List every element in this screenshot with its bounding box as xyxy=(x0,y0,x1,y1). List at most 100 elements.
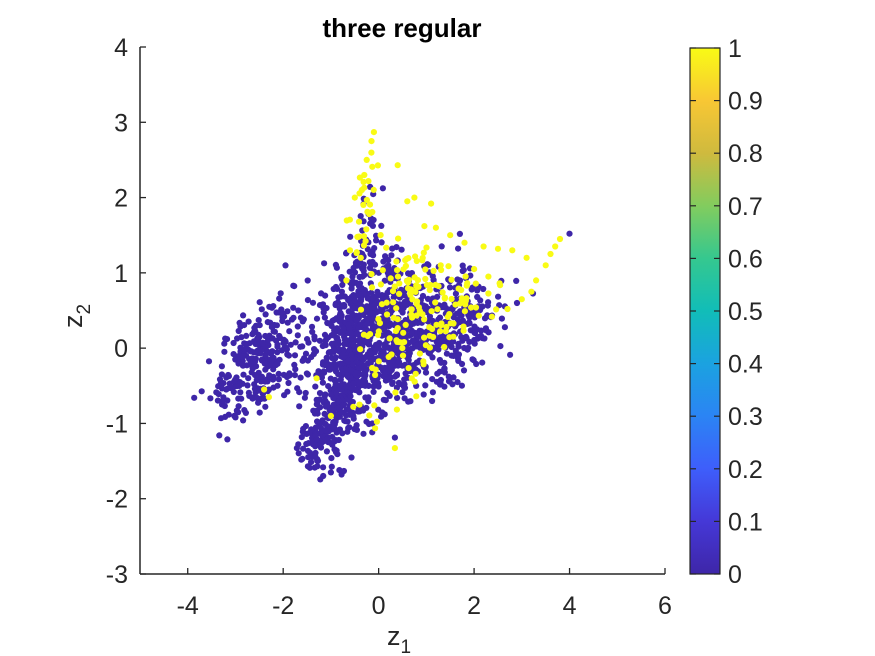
scatter-point-value-0 xyxy=(362,326,369,333)
scatter-point-value-0 xyxy=(285,352,292,359)
y-tick-label: -3 xyxy=(106,561,128,589)
scatter-point-value-0 xyxy=(441,383,448,390)
scatter-point-value-1 xyxy=(450,333,457,340)
scatter-point-value-0 xyxy=(218,371,225,378)
scatter-point-value-0 xyxy=(401,384,409,391)
scatter-point-value-1 xyxy=(327,412,334,419)
scatter-point-value-1 xyxy=(372,425,379,432)
scatter-point-value-0 xyxy=(333,264,340,271)
scatter-point-value-1 xyxy=(366,412,373,419)
scatter-point-value-1 xyxy=(420,361,427,368)
y-tick-label: -1 xyxy=(106,410,128,438)
scatter-point-value-0 xyxy=(471,336,478,344)
scatter-point-value-0 xyxy=(255,336,262,343)
scatter-point-value-0 xyxy=(313,436,320,443)
scatter-point-value-0 xyxy=(308,426,315,433)
scatter-point-value-0 xyxy=(308,323,316,330)
scatter-point-value-1 xyxy=(411,378,418,385)
scatter-point-value-0 xyxy=(513,299,521,307)
scatter-point-value-0 xyxy=(478,327,485,334)
scatter-point-value-0 xyxy=(262,352,269,360)
scatter-point-value-0 xyxy=(384,289,391,296)
scatter-point-value-0 xyxy=(378,239,385,246)
scatter-point-value-1 xyxy=(462,301,469,308)
scatter-point-value-0 xyxy=(256,322,263,329)
scatter-point-value-1 xyxy=(533,277,540,284)
scatter-point-value-0 xyxy=(236,382,243,389)
scatter-point-value-0 xyxy=(225,411,232,418)
scatter-point-value-1 xyxy=(353,249,360,257)
scatter-point-value-1 xyxy=(365,178,372,185)
scatter-point-value-0 xyxy=(458,382,465,389)
x-tick-label: 6 xyxy=(658,592,672,620)
scatter-point-value-0 xyxy=(205,358,213,365)
scatter-point-value-1 xyxy=(369,364,376,372)
scatter-point-value-0 xyxy=(469,310,476,317)
scatter-point-value-0 xyxy=(297,374,304,381)
scatter-point-value-0 xyxy=(422,382,429,389)
scatter-point-value-0 xyxy=(266,303,273,310)
scatter-point-value-0 xyxy=(254,394,261,402)
scatter-point-value-0 xyxy=(364,246,371,253)
scatter-point-value-1 xyxy=(383,244,390,251)
scatter-point-value-1 xyxy=(411,194,418,201)
scatter-point-value-0 xyxy=(237,389,244,396)
scatter-point-value-0 xyxy=(239,362,247,369)
scatter-point-value-1 xyxy=(447,232,454,239)
scatter-point-value-1 xyxy=(463,282,470,289)
scatter-point-value-0 xyxy=(244,382,251,389)
y-axis-label: z2 xyxy=(58,304,95,328)
scatter-point-value-1 xyxy=(472,280,479,287)
scatter-point-value-0 xyxy=(270,384,277,391)
scatter-point-value-1 xyxy=(423,244,430,251)
scatter-point-value-1 xyxy=(493,306,500,313)
scatter-point-value-1 xyxy=(393,258,400,265)
scatter-point-value-0 xyxy=(441,365,448,372)
scatter-point-value-1 xyxy=(419,311,426,318)
scatter-point-value-0 xyxy=(300,445,307,452)
scatter-point-value-0 xyxy=(354,258,361,265)
scatter-point-value-0 xyxy=(293,445,300,452)
scatter-point-value-0 xyxy=(291,352,299,359)
scatter-point-value-0 xyxy=(286,328,293,335)
scatter-point-value-0 xyxy=(350,264,357,272)
scatter-point-value-0 xyxy=(339,302,346,309)
scatter-point-value-0 xyxy=(321,393,328,400)
scatter-point-value-0 xyxy=(232,376,239,383)
scatter-point-value-0 xyxy=(295,450,302,457)
colorbar-tick-label: 0.1 xyxy=(728,508,763,536)
scatter-point-value-0 xyxy=(346,316,353,323)
scatter-point-value-0 xyxy=(338,288,345,295)
scatter-point-value-1 xyxy=(468,304,475,311)
scatter-points xyxy=(191,129,573,483)
scatter-point-value-1 xyxy=(421,316,428,323)
scatter-point-value-0 xyxy=(413,359,420,366)
scatter-point-value-0 xyxy=(362,353,369,361)
scatter-point-value-0 xyxy=(221,348,228,355)
scatter-point-value-0 xyxy=(341,333,348,340)
scatter-point-value-0 xyxy=(333,390,340,397)
scatter-point-value-0 xyxy=(338,293,345,300)
scatter-point-value-0 xyxy=(239,353,246,360)
scatter-point-value-0 xyxy=(320,309,327,316)
scatter-point-value-0 xyxy=(348,285,355,292)
scatter-point-value-0 xyxy=(382,253,389,260)
scatter-point-value-0 xyxy=(216,432,223,439)
colorbar-tick-label: 0.7 xyxy=(728,193,763,221)
scatter-point-value-0 xyxy=(459,317,466,324)
scatter-point-value-0 xyxy=(296,403,303,410)
scatter-point-value-1 xyxy=(363,156,370,163)
scatter-point-value-1 xyxy=(426,332,433,339)
scatter-point-value-0 xyxy=(333,339,340,346)
scatter-point-value-0 xyxy=(333,334,340,341)
scatter-point-value-0 xyxy=(328,463,335,470)
scatter-point-value-0 xyxy=(329,433,336,440)
scatter-point-value-1 xyxy=(346,247,354,254)
scatter-point-value-0 xyxy=(429,273,436,280)
scatter-point-value-1 xyxy=(448,276,455,283)
scatter-point-value-0 xyxy=(218,363,225,370)
scatter-point-value-0 xyxy=(355,408,362,415)
scatter-point-value-0 xyxy=(290,304,297,311)
scatter-point-value-1 xyxy=(547,250,554,258)
scatter-point-value-0 xyxy=(299,343,306,350)
